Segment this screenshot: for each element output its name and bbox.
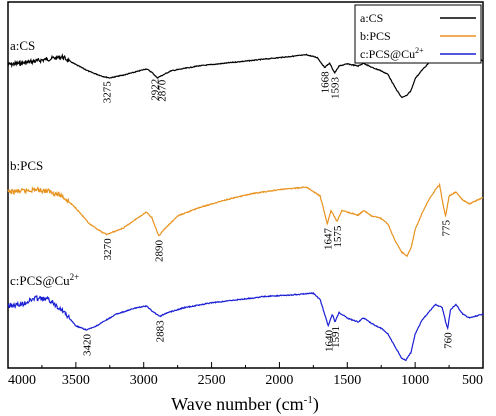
peak-label-1593: 1593 — [330, 77, 342, 100]
peak-label-2870: 2870 — [156, 79, 168, 102]
x-tick-label-500: 500 — [462, 373, 483, 388]
spectrum-labels: a:CS b:PCS c:PCS@Cu2+ — [10, 38, 79, 288]
x-tick-label-4000: 4000 — [8, 373, 36, 388]
peak-label-2890: 2890 — [154, 240, 166, 263]
x-axis-title: Wave number (cm-1) — [171, 394, 319, 415]
peak-label-1575: 1575 — [332, 225, 344, 248]
legend-label-1: a:CS — [360, 11, 383, 25]
x-tick-label-1500: 1500 — [333, 373, 361, 388]
x-tick-label-2500: 2500 — [198, 373, 226, 388]
peak-label-3420: 3420 — [82, 334, 94, 357]
x-tick-label-3000: 3000 — [130, 373, 158, 388]
legend: a:CS b:PCS c:PCS@Cu2+ — [354, 4, 482, 64]
spectrum-line-2 — [7, 182, 484, 258]
peak-label-1591: 1591 — [330, 326, 342, 348]
peak-label-760: 760 — [443, 332, 455, 349]
spectrum-line-1 — [7, 52, 484, 99]
x-tick-label-1000: 1000 — [401, 373, 429, 388]
x-tick-label-2000: 2000 — [265, 373, 293, 388]
legend-items: a:CS b:PCS c:PCS@Cu2+ — [360, 11, 476, 61]
x-axis-ticks: 4000 3500 3000 2500 2000 1500 1000 500 — [7, 362, 484, 388]
x-tick-label-3500: 3500 — [62, 373, 90, 388]
peak-label-1668: 1668 — [320, 71, 332, 94]
peak-label-2922: 2922 — [149, 79, 161, 101]
peak-label-1647: 1647 — [322, 228, 334, 251]
peak-label-3270: 3270 — [102, 238, 114, 261]
peak-label-2883: 2883 — [155, 320, 167, 343]
spectrum-label-1: a:CS — [10, 38, 35, 53]
spectra — [7, 52, 484, 362]
peak-label-3275: 3275 — [101, 81, 113, 104]
legend-label-3: c:PCS@Cu2+ — [360, 46, 424, 61]
spectrum-label-2: b:PCS — [10, 158, 43, 173]
spectrum-label-3: c:PCS@Cu2+ — [10, 272, 79, 288]
spectrum-line-3 — [7, 291, 484, 362]
peak-label-1640: 1640 — [323, 330, 335, 353]
peak-label-775: 775 — [441, 220, 453, 237]
legend-label-2: b:PCS — [360, 29, 391, 43]
